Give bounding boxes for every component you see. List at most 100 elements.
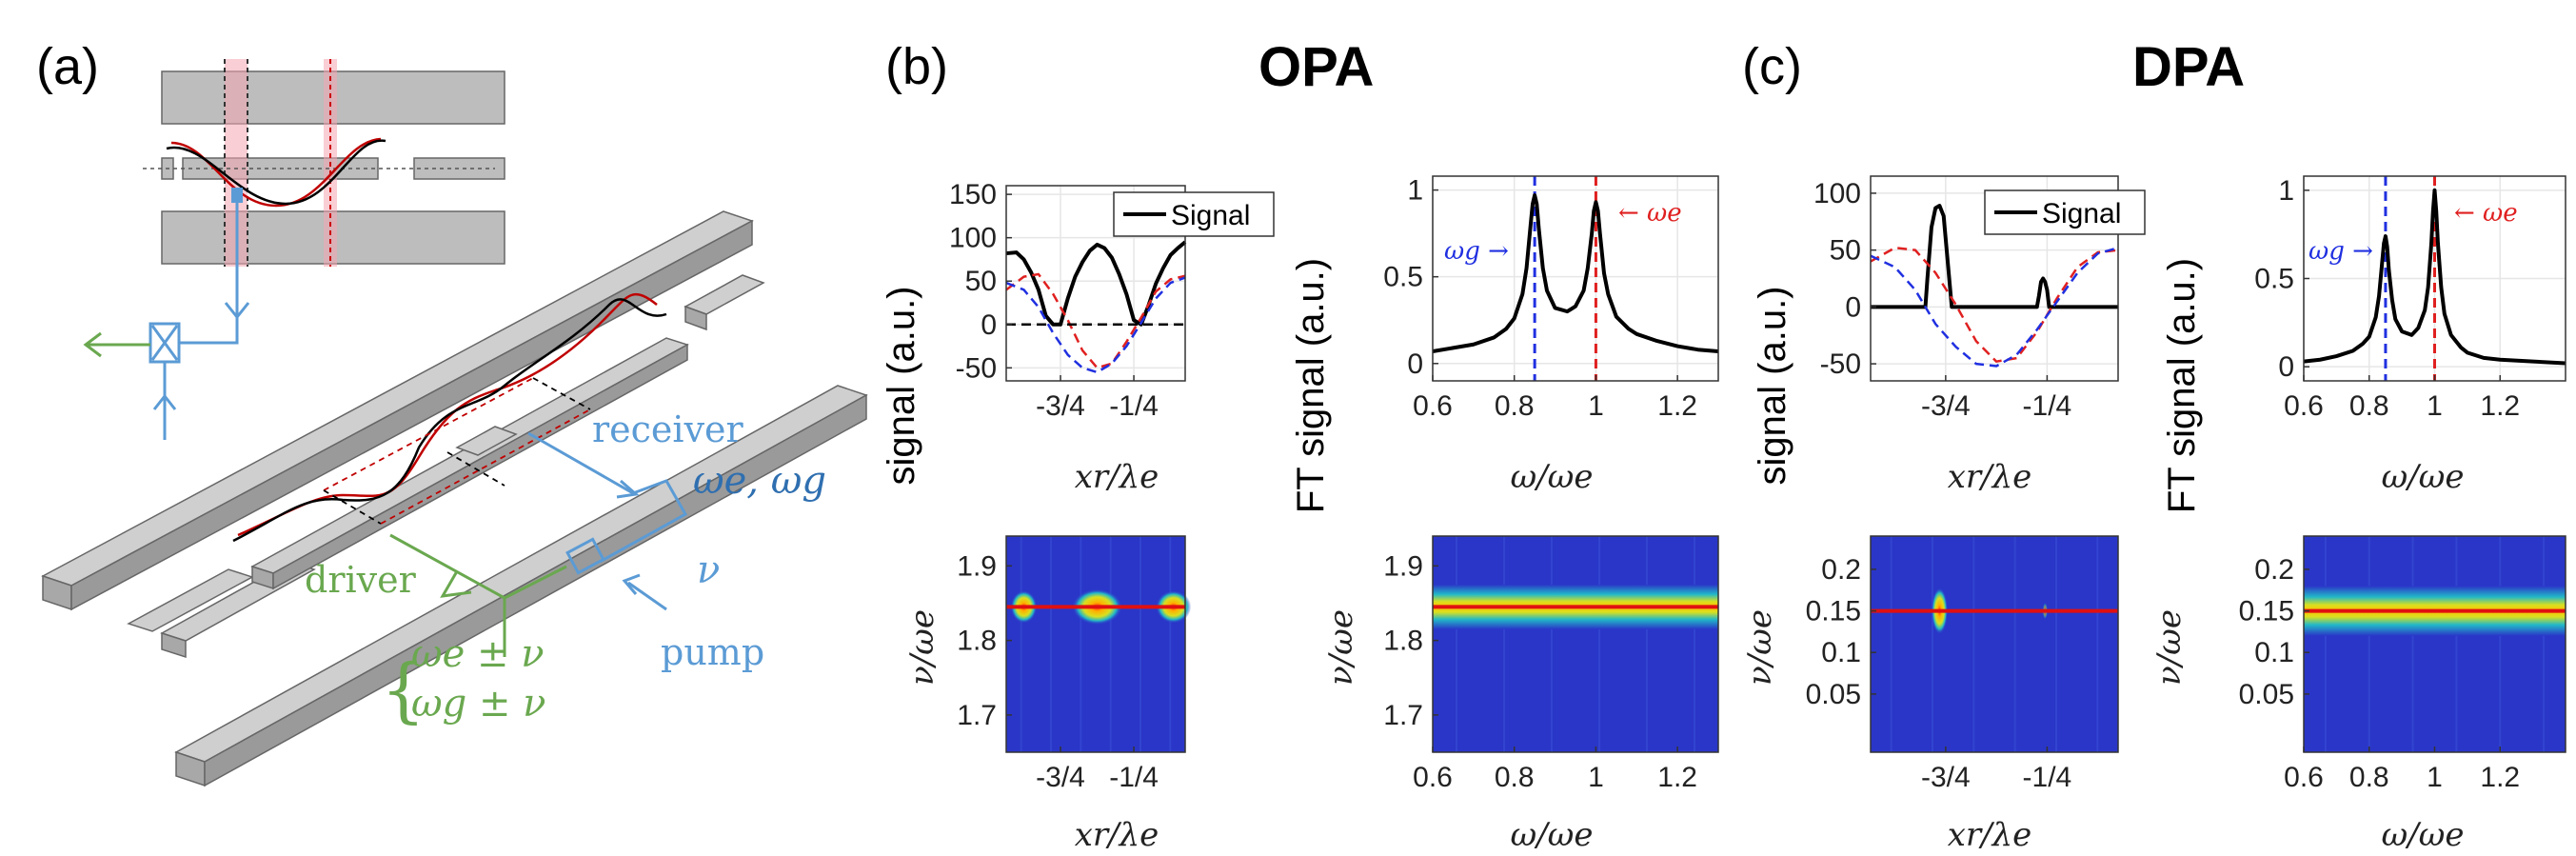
x-tick-label: -3/4 [1036, 762, 1085, 793]
y-tick-label: 0.5 [1383, 262, 1423, 293]
ylabel-b-signal: signal (a.u.) [881, 287, 922, 486]
chart-c-map-pos: -3/4 -1/4 0.05 0.1 0.15 0.2 [1806, 535, 2119, 793]
x-tick-label: 1 [1588, 390, 1604, 422]
y-tick-label: 1.9 [1383, 550, 1423, 582]
label-receiver: receiver [592, 408, 744, 450]
ann-b-omega-g: ωg → [1444, 237, 1509, 266]
x-tick-label: 1.2 [1657, 762, 1697, 793]
x-tick-label: -1/4 [2023, 762, 2072, 793]
title-opa: OPA [1258, 36, 1374, 98]
y-tick-label: 0.05 [2239, 679, 2294, 710]
panel-label-b: (b) [885, 38, 948, 95]
label-driver-freq-1: ωe ± ν [411, 632, 545, 676]
x-tick-label: 0.8 [1495, 390, 1535, 422]
y-tick-label: 1.7 [1383, 700, 1423, 731]
pump-wiring [527, 431, 688, 611]
chart-b-map-freq: 0.6 0.8 1 1.2 1.7 1.8 1.9 [1383, 535, 1719, 793]
y-tick-label: 0.15 [2239, 596, 2294, 627]
x-tick-label: 0.6 [1413, 762, 1453, 793]
panel-label-c: (c) [1742, 38, 1802, 95]
x-tick-label: 0.6 [2284, 762, 2324, 793]
chart-c-map-freq: 0.6 0.8 1 1.2 0.05 0.1 0.15 0.2 [2239, 535, 2566, 793]
chart-b-ft: 0.6 0.8 1 1.2 0 0.5 1 [1383, 175, 1719, 422]
y-tick-label: 150 [949, 179, 997, 210]
x-tick-label: 0.8 [2349, 762, 2389, 793]
xlabel-c-map-pos: xr/λe [1948, 816, 2032, 854]
heatmap-background [1006, 536, 1185, 752]
x-tick-label: -1/4 [1109, 390, 1159, 422]
y-tick-label: 0.2 [2254, 554, 2294, 586]
y-tick-label: 0.5 [2254, 264, 2294, 295]
ylabel-c-map-freq: ν/ωe [2150, 609, 2189, 686]
x-tick-label: 0.6 [2284, 390, 2324, 422]
x-tick-label: 1.2 [1657, 390, 1697, 422]
label-driver: driver [305, 559, 417, 601]
y-tick-label: 1.8 [957, 626, 997, 657]
x-tick-label: 0.8 [1495, 762, 1535, 793]
legend-c-signal: Signal [1984, 189, 2146, 235]
series-signal [1005, 240, 1187, 327]
label-receiver-freqs: ωe, ωg [693, 459, 826, 503]
x-tick-label: 1.2 [2480, 390, 2520, 422]
plot-frame [1005, 535, 1186, 753]
chart-c-ft: 0.6 0.8 1 1.2 0 0.5 1 [2254, 175, 2566, 422]
inset-top-view [143, 59, 505, 267]
xlabel-b-map-pos: xr/λe [1075, 816, 1159, 854]
x-tick-label: -3/4 [1036, 390, 1085, 422]
y-tick-label: 0 [2278, 351, 2294, 383]
receiver-output [83, 331, 150, 358]
x-tick-label: 1 [2427, 762, 2443, 793]
x-tick-label: -1/4 [2023, 390, 2072, 422]
label-pump-freq: ν [697, 548, 720, 592]
y-tick-label: 1 [1407, 175, 1423, 207]
ylabel-c-ft: FT signal (a.u.) [2161, 258, 2203, 513]
device-3d [41, 210, 868, 787]
label-pump: pump [661, 631, 764, 673]
y-tick-label: 100 [1813, 178, 1861, 209]
plot-frame [1005, 185, 1186, 382]
y-tick-label: 0.1 [1821, 637, 1861, 668]
xlabel-c-map-freq: ω/ωe [2381, 816, 2464, 854]
xlabel-c-signal: xr/λe [1948, 458, 2032, 496]
plot-frame [1432, 535, 1719, 753]
series-signal [1871, 204, 2118, 309]
chart-b-map-pos: -3/4 -1/4 1.7 1.8 1.9 [957, 535, 1192, 793]
ylabel-c-map-pos: ν/ωe [1741, 609, 1779, 686]
plot-frame [1432, 175, 1719, 382]
schematic: receiver ωe, ωg ν pump driver { ωe ± ν ω… [41, 59, 868, 787]
y-tick-label: 1.7 [957, 700, 997, 731]
x-tick-label: 0.6 [1413, 390, 1453, 422]
x-tick-label: -1/4 [1109, 762, 1159, 793]
series-drive-2 [1870, 247, 2119, 368]
y-tick-label: 100 [949, 223, 997, 254]
ann-b-omega-e: ← ωe [1618, 199, 1682, 228]
plot-area [1433, 176, 1718, 381]
ann-c-omega-e: ← ωe [2454, 199, 2518, 228]
y-tick-label: 50 [965, 266, 997, 297]
xlabel-b-signal: xr/λe [1075, 458, 1159, 496]
x-tick-label: 1.2 [2480, 762, 2520, 793]
ann-c-omega-g: ωg → [2308, 237, 2373, 266]
x-tick-label: 1 [2427, 390, 2443, 422]
y-tick-label: 0 [1845, 291, 1861, 323]
driver-brace: { [381, 649, 426, 731]
heatmap-background [2304, 536, 2566, 752]
panel-label-a: (a) [36, 38, 99, 95]
series-ft-signal [1432, 193, 1719, 354]
heatmap-background [1433, 536, 1718, 752]
y-tick-label: 0.1 [2254, 637, 2294, 668]
x-tick-label: 1 [1588, 762, 1604, 793]
xlabel-c-ft: ω/ωe [2381, 458, 2464, 496]
y-tick-label: 0.2 [1821, 554, 1861, 586]
heatmap-background [1871, 536, 2118, 752]
xlabel-b-ft: ω/ωe [1510, 458, 1593, 496]
plot-frame [1870, 535, 2119, 753]
y-tick-label: 1.8 [1383, 626, 1423, 657]
y-tick-label: 0.15 [1806, 596, 1861, 627]
title-dpa: DPA [2132, 36, 2245, 98]
y-tick-label: 0 [981, 309, 997, 341]
ylabel-c-signal: signal (a.u.) [1752, 287, 1793, 486]
legend-b-signal-label: Signal [1171, 200, 1250, 231]
series-drive-1 [1870, 247, 2119, 363]
